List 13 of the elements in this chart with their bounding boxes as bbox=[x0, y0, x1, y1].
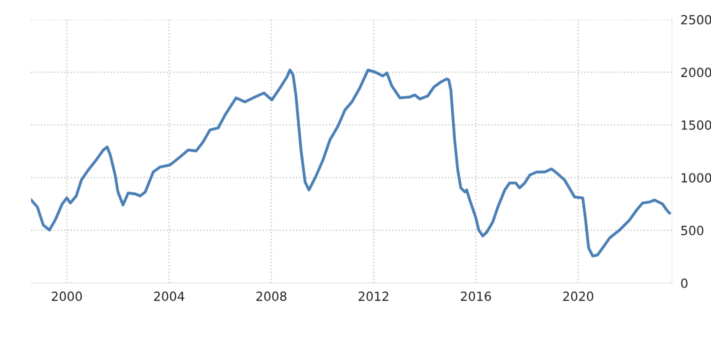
y-tick-label: 2000 bbox=[681, 68, 711, 78]
y-tick-label: 1000 bbox=[682, 173, 711, 183]
x-tick-label: 2000 bbox=[52, 292, 82, 302]
y-tick-label: 500 bbox=[681, 226, 704, 236]
line-series bbox=[31, 68, 671, 258]
y-tick-label: 1500 bbox=[682, 120, 711, 130]
x-tick-label: 2004 bbox=[154, 292, 184, 302]
y-tick-label: 2500 bbox=[681, 14, 711, 24]
y-tick-label: 0 bbox=[681, 278, 688, 288]
x-tick-label: 2020 bbox=[563, 292, 594, 302]
x-tick-label: 2012 bbox=[358, 292, 388, 302]
x-tick-label: 2008 bbox=[256, 292, 286, 302]
x-tick-label: 2016 bbox=[460, 292, 492, 302]
